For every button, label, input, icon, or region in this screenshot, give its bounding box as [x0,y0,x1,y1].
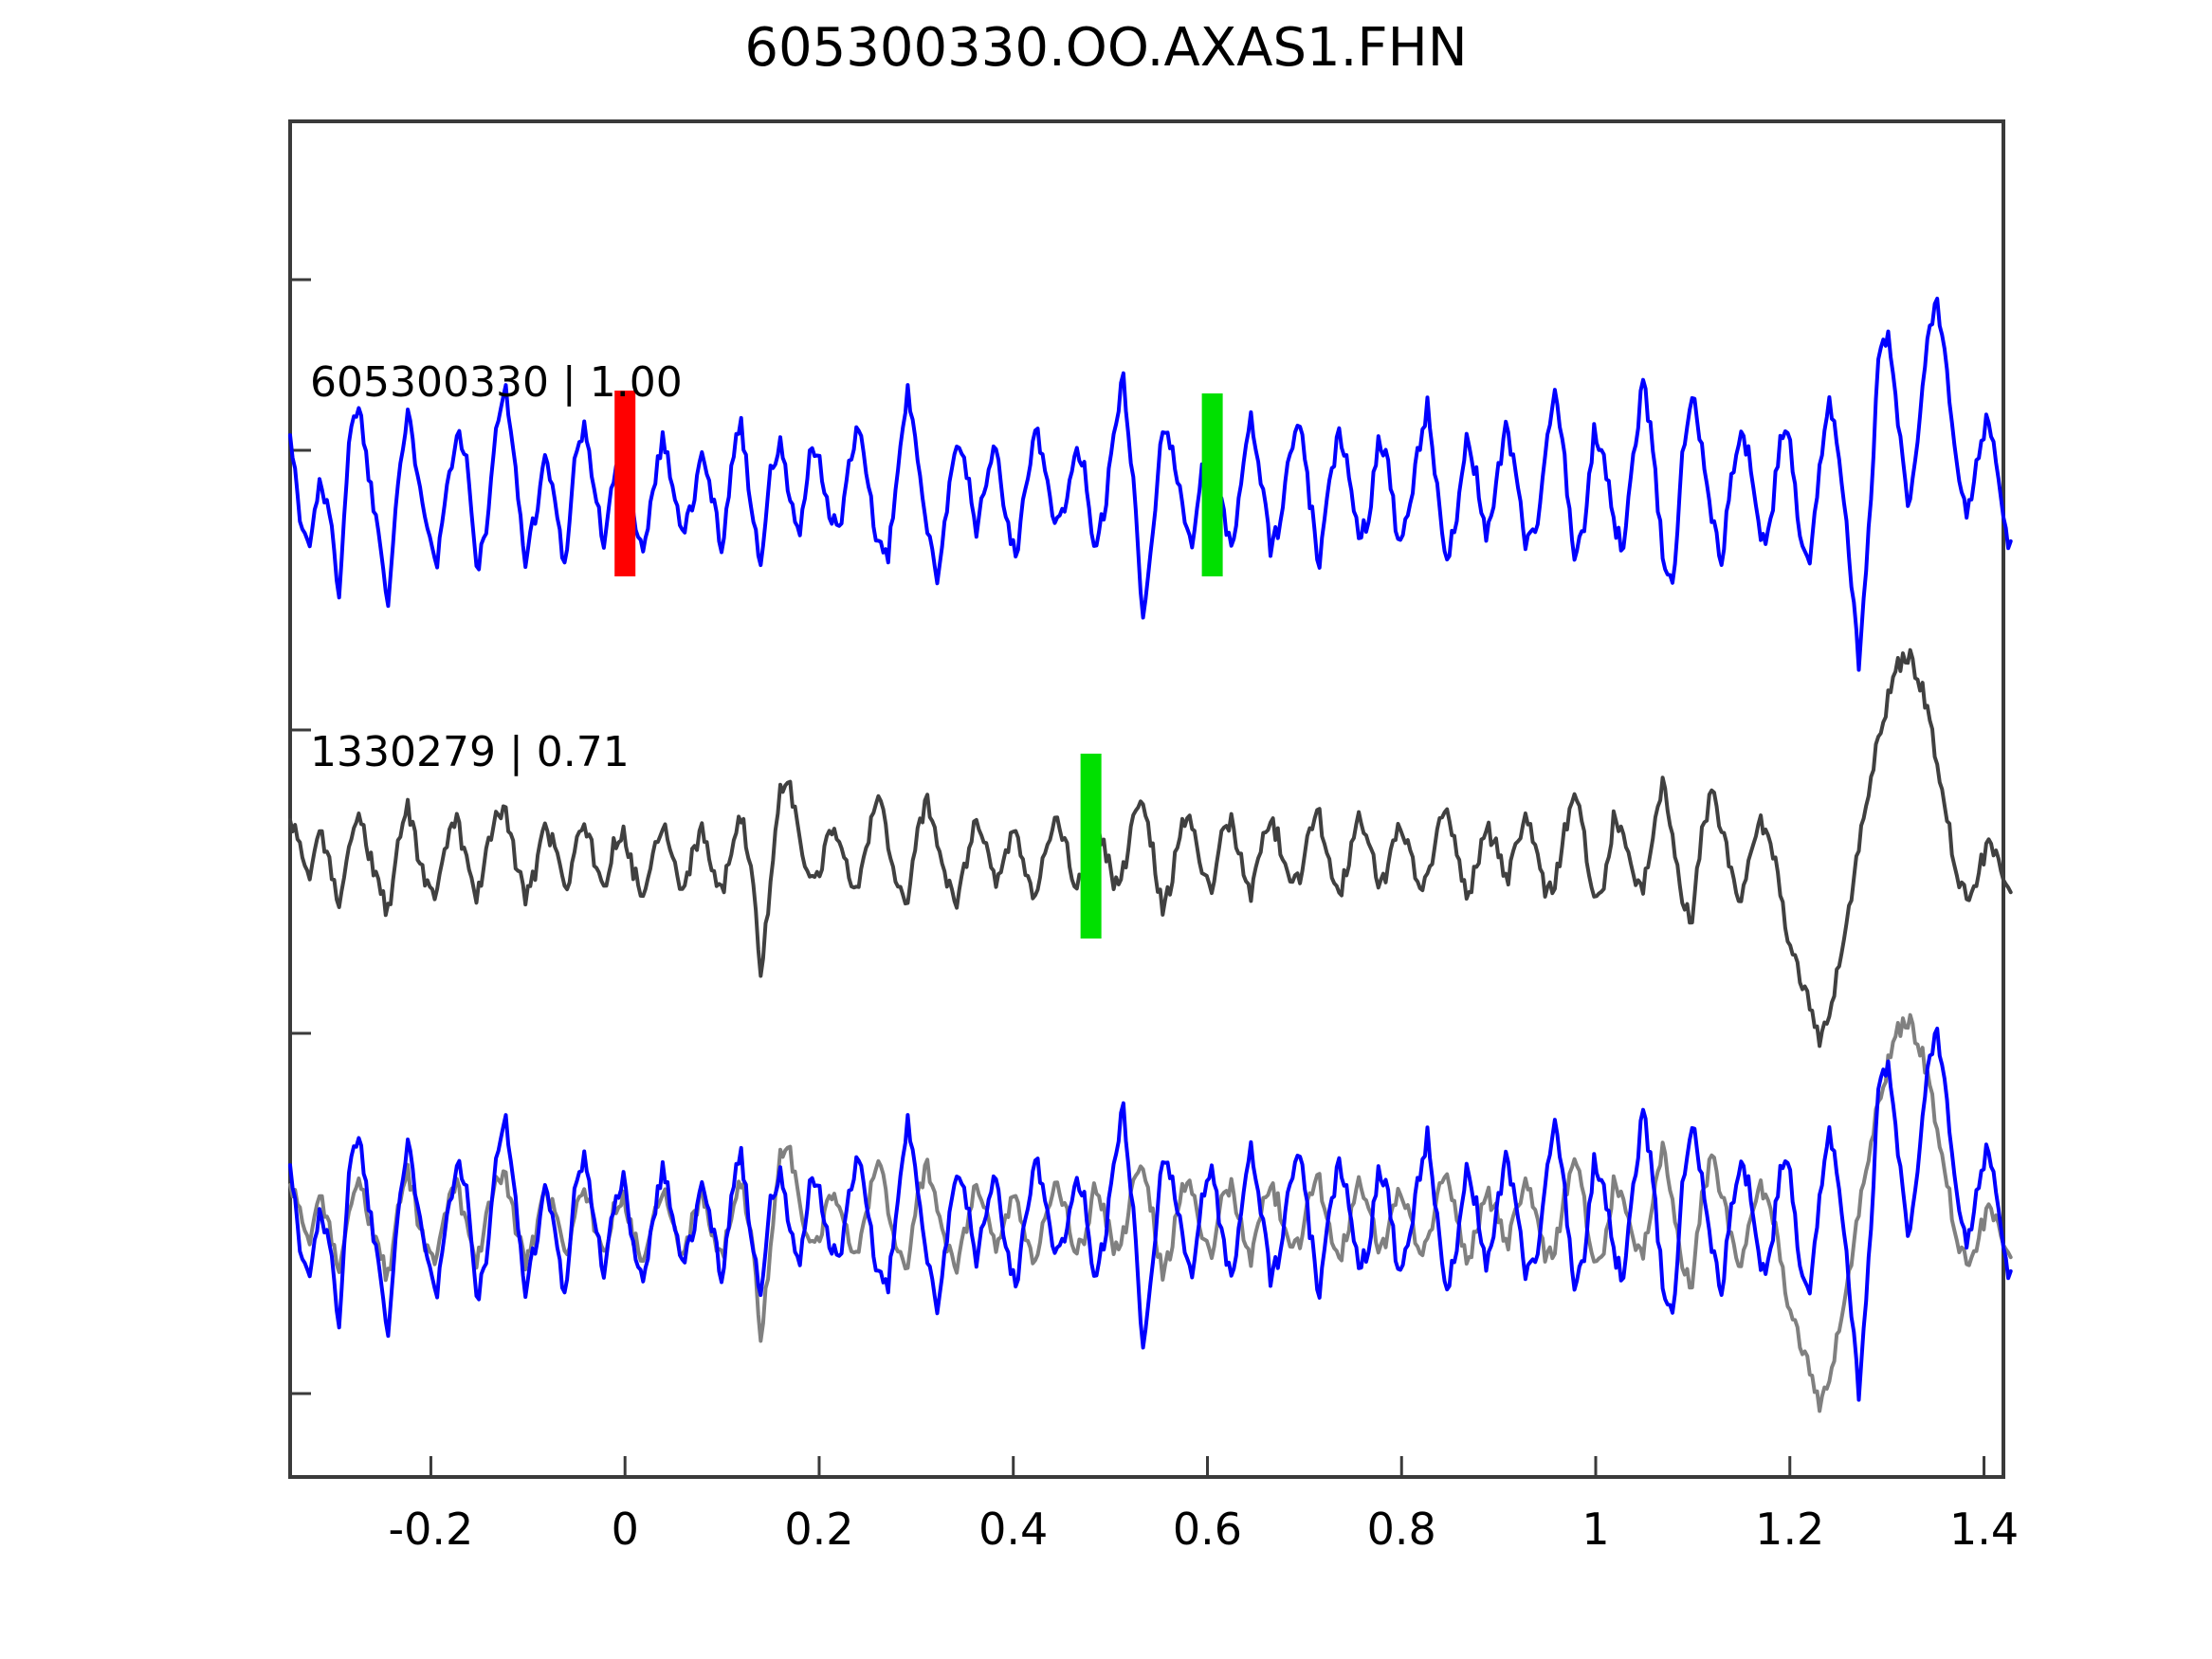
green-pick-marker-detection [1080,754,1102,939]
x-tick-label: 1 [1581,1504,1610,1555]
x-tick-label: 1.2 [1755,1504,1825,1555]
waveform-overlay-template [288,1027,2013,1402]
x-axis-ticks [429,1456,1986,1477]
waveform-detection [288,647,2013,1048]
waveform-traces [288,297,2013,1413]
page-title: 605300330.OO.AXAS1.FHN [744,17,1468,79]
x-tick-label: 0 [611,1504,639,1555]
x-tick-label: 0.8 [1366,1504,1436,1555]
x-tick-label: -0.2 [388,1504,474,1555]
plot-frame [288,119,2005,1479]
green-pick-marker-template [1201,393,1223,576]
x-tick-label: 0.4 [978,1504,1049,1555]
waveform-overlay-detection [288,1012,2013,1413]
pick-markers [614,391,1223,939]
trace-label-detection: 1330279 | 0.71 [310,728,630,776]
waveform-template [288,297,2013,672]
x-tick-label: 0.2 [784,1504,854,1555]
trace-label-template: 605300330 | 1.00 [310,358,683,407]
x-tick-label: 1.4 [1948,1504,2020,1555]
red-pick-marker [614,391,636,576]
x-tick-label: 0.6 [1172,1504,1243,1555]
